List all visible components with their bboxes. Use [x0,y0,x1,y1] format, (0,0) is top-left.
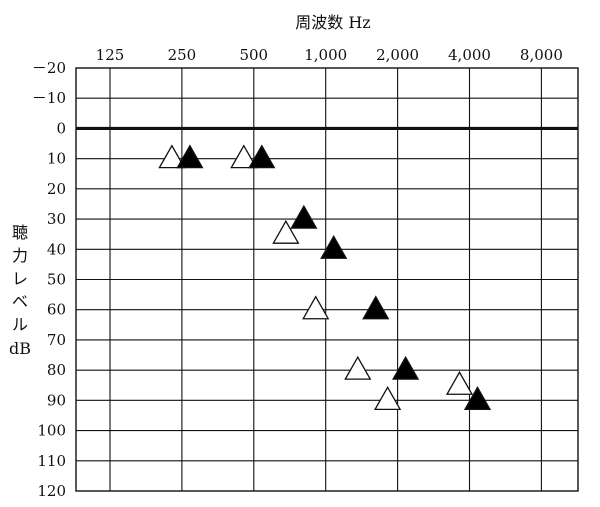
y-axis-title-char: レ [12,269,28,288]
x-tick-label: 2,000 [376,46,419,64]
y-axis-title-char: 聴 [12,223,28,242]
y-tick-label: 0 [56,119,66,137]
filled-triangle-marker [248,144,276,169]
x-tick-label: 500 [239,46,268,64]
y-tick-label: 10 [47,150,66,168]
open-triangle-marker [445,370,474,395]
filled-triangle-marker [362,295,390,320]
x-axis-title: 周波数 Hz [295,13,370,32]
filled-triangle-marker [391,355,420,380]
y-tick-label: 80 [47,361,66,379]
y-tick-label: 50 [47,271,66,289]
y-tick-label: 110 [37,452,66,470]
open-triangle-marker [158,144,186,169]
x-tick-label: 4,000 [448,46,491,64]
plot-border [75,67,579,492]
filled-triangle-marker [290,204,318,229]
open-triangle-marker [230,144,258,169]
y-axis-title-char: dB [9,339,31,358]
grid-lines [76,67,578,492]
y-tick-label: 20 [47,180,66,198]
open-triangle-marker [302,295,330,320]
x-tick-labels: 125 250 500 1,000 2,000 4,000 8,000 [96,46,563,64]
filled-triangle-marker [176,144,204,169]
filled-triangle-marker [320,234,348,259]
y-tick-label: 40 [47,240,66,258]
y-tick-label: 60 [47,301,66,319]
y-tick-labels: －20 －10 0 10 20 30 40 50 60 70 80 90 100 110 120 [32,59,66,500]
open-triangle-marker [373,386,402,411]
y-axis-title-char: 力 [12,246,28,265]
x-tick-label: 1,000 [304,46,347,64]
open-triangle-marker [344,355,372,380]
y-axis-title-char: ル [12,315,28,334]
y-tick-label: 90 [47,391,66,409]
y-tick-label: 70 [47,331,66,349]
plot-frame [75,67,579,492]
y-axis-title-char: ベ [12,292,28,311]
y-tick-label: －20 [32,59,66,77]
x-tick-label: 250 [168,46,197,64]
y-tick-label: 120 [37,482,66,500]
y-tick-label: 30 [47,210,66,228]
x-tick-label: 8,000 [520,46,563,64]
open-triangle-marker [272,219,300,244]
data-markers [158,144,492,411]
y-tick-label: 100 [37,422,66,440]
x-tick-label: 125 [96,46,125,64]
filled-triangle-marker [463,386,492,411]
y-tick-label: －10 [32,89,66,107]
